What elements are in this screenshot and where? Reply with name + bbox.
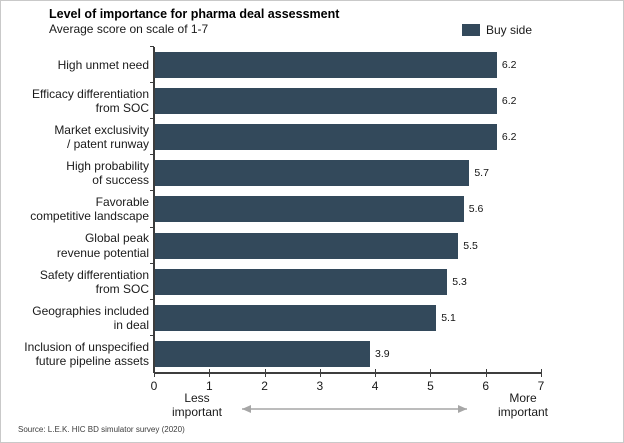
bar-row: Market exclusivity / patent runway 6.2 bbox=[1, 118, 541, 155]
category-label: Global peak revenue potential bbox=[56, 231, 149, 260]
legend-swatch-icon bbox=[462, 24, 480, 36]
value-label: 5.6 bbox=[468, 203, 484, 216]
chart-subtitle: Average score on scale of 1-7 bbox=[49, 22, 209, 36]
x-axis-tick bbox=[209, 369, 211, 377]
x-axis-tick-label: 4 bbox=[371, 379, 379, 393]
bar-row: Inclusion of unspecified future pipeline… bbox=[1, 334, 541, 372]
category-label: Safety differentiation from SOC bbox=[39, 267, 149, 296]
bar-cell: 6.2 bbox=[155, 83, 541, 119]
x-axis-tick bbox=[375, 369, 377, 377]
bar-row: Global peak revenue potential 5.5 bbox=[1, 226, 541, 264]
bar: 5.7 bbox=[155, 160, 489, 187]
category-label: Inclusion of unspecified future pipeline… bbox=[24, 339, 149, 368]
bar-rows: High unmet need 6.2 Efficacy differentiati… bbox=[1, 45, 541, 372]
bar: 6.2 bbox=[155, 52, 516, 79]
x-axis: 0 1 2 3 4 5 6 7 bbox=[151, 369, 544, 393]
x-axis-tick bbox=[485, 369, 487, 377]
bar-row: Efficacy differentiation from SOC 6.2 bbox=[1, 82, 541, 119]
y-axis-line bbox=[153, 47, 155, 373]
bar-cell: 6.2 bbox=[155, 47, 541, 83]
source-note: Source: L.E.K. HIC BD simulator survey (… bbox=[18, 425, 185, 434]
chart-title: Level of importance for pharma deal asse… bbox=[49, 7, 340, 21]
bar: 5.3 bbox=[155, 268, 467, 295]
value-label: 5.5 bbox=[463, 239, 478, 252]
value-label: 5.1 bbox=[441, 311, 456, 324]
value-label: 5.7 bbox=[474, 167, 489, 180]
bar-cell: 3.9 bbox=[155, 336, 541, 372]
value-label: 3.9 bbox=[375, 347, 390, 360]
value-label: 6.2 bbox=[501, 131, 517, 144]
x-axis-tick-label: 6 bbox=[482, 379, 490, 393]
legend: Buy side bbox=[462, 23, 532, 37]
category-label: Favorable competitive landscape bbox=[30, 195, 149, 224]
x-axis-tick-label: 7 bbox=[537, 379, 545, 393]
category-label: Market exclusivity / patent runway bbox=[54, 123, 149, 152]
x-axis-tick-label: 0 bbox=[150, 379, 158, 393]
bar-cell: 5.3 bbox=[155, 264, 541, 300]
x-axis-tick bbox=[541, 369, 542, 377]
x-axis-tick-label: 1 bbox=[205, 379, 213, 393]
bar: 5.5 bbox=[155, 232, 478, 259]
bar-cell: 5.5 bbox=[155, 228, 541, 264]
bar-row: High unmet need 6.2 bbox=[1, 45, 541, 83]
x-axis-tick bbox=[154, 369, 155, 377]
legend-label: Buy side bbox=[486, 23, 533, 37]
x-axis-tick bbox=[264, 369, 266, 377]
bar: 5.6 bbox=[155, 196, 483, 223]
bar-row: High probability of success 5.7 bbox=[1, 154, 541, 191]
category-label: High unmet need bbox=[57, 57, 149, 72]
bar-row: Favorable competitive landscape 5.6 bbox=[1, 190, 541, 227]
bar-cell: 6.2 bbox=[155, 119, 541, 155]
category-label: Geographies included in deal bbox=[32, 303, 149, 332]
bar-row: Safety differentiation from SOC 5.3 bbox=[1, 262, 541, 300]
value-label: 5.3 bbox=[452, 275, 467, 288]
bar-cell: 5.6 bbox=[155, 191, 541, 227]
category-label: Efficacy differentiation from SOC bbox=[32, 87, 149, 116]
bar: 3.9 bbox=[155, 340, 390, 367]
x-axis-tick bbox=[430, 369, 432, 377]
value-label: 6.2 bbox=[501, 95, 517, 108]
bar-cell: 5.7 bbox=[155, 155, 541, 191]
axis-annotation-less-important: Less important bbox=[171, 391, 223, 420]
range-arrow-icon bbox=[242, 405, 467, 413]
bar: 6.2 bbox=[155, 124, 516, 151]
category-label: High probability of success bbox=[66, 159, 149, 188]
x-axis-tick-label: 2 bbox=[261, 379, 268, 393]
x-axis-tick-label: 3 bbox=[316, 379, 324, 393]
axis-annotation-more-important: More important bbox=[497, 391, 549, 420]
bar: 5.1 bbox=[155, 304, 456, 331]
bar: 6.2 bbox=[155, 88, 516, 115]
x-axis-tick-label: 5 bbox=[427, 379, 434, 393]
bar-row: Geographies included in deal 5.1 bbox=[1, 298, 541, 336]
x-axis-tick bbox=[319, 369, 321, 377]
value-label: 6.2 bbox=[501, 59, 517, 72]
bar-cell: 5.1 bbox=[155, 300, 541, 336]
